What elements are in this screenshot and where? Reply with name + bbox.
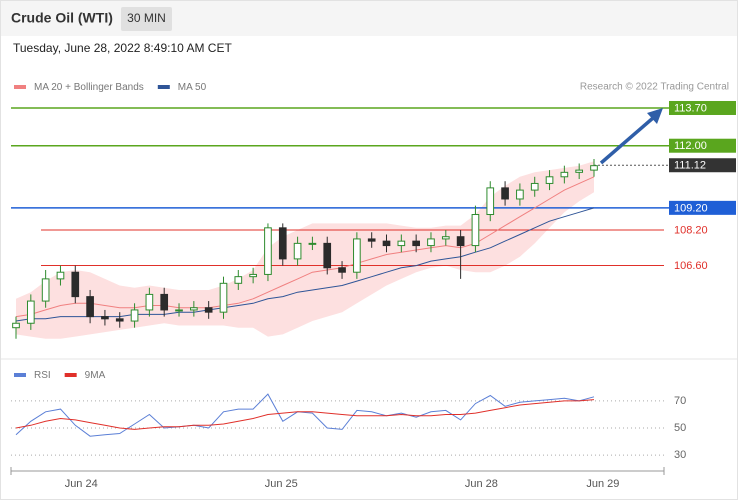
interval-badge[interactable] xyxy=(121,7,172,31)
indicator-line xyxy=(15,393,595,437)
candle-body xyxy=(71,271,80,298)
x-tick-label: Jun 28 xyxy=(465,478,498,490)
level-label: 109.20 xyxy=(674,202,708,214)
candle-body xyxy=(26,300,35,324)
x-tick-label: Jun 25 xyxy=(265,478,298,490)
y-tick-label: 70 xyxy=(674,395,686,407)
candle-body xyxy=(367,238,376,242)
moving-average xyxy=(15,207,595,322)
candle-body xyxy=(323,242,332,269)
candle-body xyxy=(249,273,257,278)
candle-body xyxy=(471,214,480,247)
candle-body xyxy=(338,267,346,273)
candle-body xyxy=(41,278,50,302)
candle-body xyxy=(219,282,228,313)
y-tick-label: 50 xyxy=(674,422,686,434)
level-label: 111.12 xyxy=(674,160,706,172)
candle-body xyxy=(427,238,435,247)
legend-swatch xyxy=(64,373,77,377)
y-tick-label: 30 xyxy=(674,449,686,461)
candle-body xyxy=(145,293,154,311)
credit: Research © 2022 Trading Central xyxy=(580,82,729,93)
candle-body xyxy=(545,176,554,184)
candle-body xyxy=(190,307,198,311)
level-badge xyxy=(669,138,736,153)
candle-body xyxy=(516,189,524,200)
candle-body xyxy=(56,271,65,280)
legend-label: MA 50 xyxy=(178,82,207,93)
chart-title: Crude Oil (WTI) xyxy=(11,10,113,26)
candle-body xyxy=(86,296,94,318)
candle-body xyxy=(293,242,302,260)
candle-body xyxy=(204,307,213,313)
legend-label: MA 20 + Bollinger Bands xyxy=(34,82,144,93)
legend-swatch xyxy=(14,85,26,89)
level-label: 112.00 xyxy=(674,140,707,152)
x-tick-label: Jun 24 xyxy=(65,478,98,490)
subtitle: Tuesday, June 28, 2022 8:49:10 AM CET xyxy=(13,41,232,55)
indicator-line xyxy=(15,399,595,430)
level-badge xyxy=(669,100,736,115)
candle-body xyxy=(486,187,495,216)
candle-body xyxy=(501,187,509,200)
level-label: 113.70 xyxy=(674,102,707,114)
candle-body xyxy=(456,236,465,247)
candle-body xyxy=(575,169,584,173)
level-badge xyxy=(669,200,736,215)
level-badge xyxy=(669,158,736,173)
candle-body xyxy=(353,238,361,273)
candle-body xyxy=(264,227,272,275)
candle-body xyxy=(234,276,243,284)
legend-swatch xyxy=(14,373,26,377)
candle-body xyxy=(115,318,124,322)
candle-body xyxy=(308,242,317,245)
level-label: 108.20 xyxy=(674,224,708,236)
candle-body xyxy=(160,293,169,311)
candle-body xyxy=(101,316,109,320)
candle-body xyxy=(12,322,20,329)
candle-body xyxy=(530,182,539,191)
trend-arrow xyxy=(599,116,655,165)
legend-swatch xyxy=(157,85,170,89)
candle-body xyxy=(130,309,139,322)
candle-body xyxy=(560,171,569,178)
candle-body xyxy=(441,236,450,240)
trend-arrow-head xyxy=(647,108,663,124)
candle-body xyxy=(382,240,391,247)
legend-label: RSI xyxy=(34,370,51,381)
interval-label[interactable]: 30 MIN xyxy=(127,11,166,25)
candle-body xyxy=(397,240,406,247)
candle-body xyxy=(590,165,598,171)
candle-body xyxy=(412,240,420,247)
candle-body xyxy=(175,309,183,312)
legend-label: 9MA xyxy=(85,370,106,381)
level-label: 106.60 xyxy=(674,260,708,272)
moving-average xyxy=(15,176,595,318)
candle-body xyxy=(278,227,287,260)
x-tick-label: Jun 29 xyxy=(586,478,619,490)
